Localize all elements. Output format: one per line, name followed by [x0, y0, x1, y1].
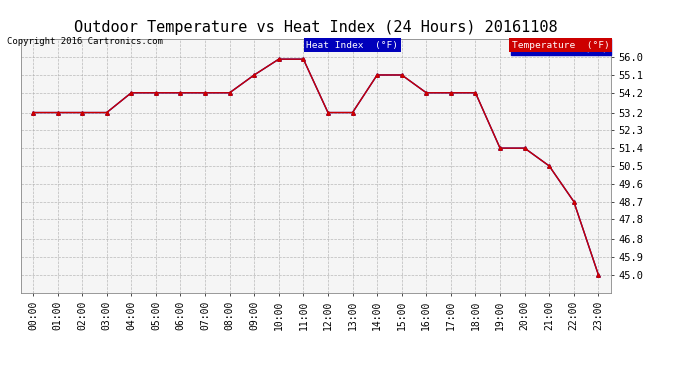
Text: Heat Index  (°F): Heat Index (°F): [514, 42, 608, 52]
Text: Heat Index  (°F): Heat Index (°F): [306, 40, 398, 50]
Text: Copyright 2016 Cartronics.com: Copyright 2016 Cartronics.com: [7, 38, 163, 46]
Title: Outdoor Temperature vs Heat Index (24 Hours) 20161108: Outdoor Temperature vs Heat Index (24 Ho…: [74, 20, 558, 35]
Text: Temperature  (°F): Temperature (°F): [512, 40, 609, 50]
